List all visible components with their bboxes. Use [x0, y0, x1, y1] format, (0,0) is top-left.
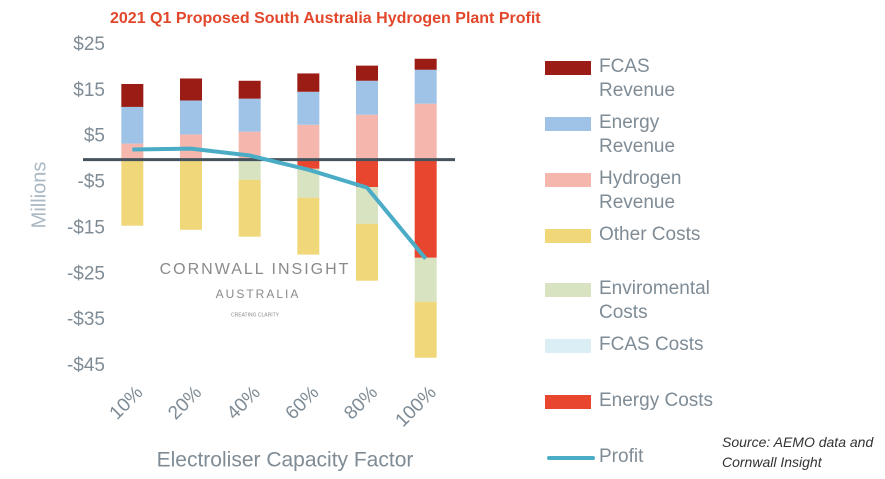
legend-swatch	[545, 339, 591, 353]
y-tick-label: $15	[73, 80, 105, 101]
legend-swatch	[545, 229, 591, 243]
y-tick-label: -$25	[67, 263, 105, 284]
x-tick-label: 20%	[164, 382, 206, 424]
bar	[121, 159, 144, 226]
legend-item: Other Costs	[545, 223, 729, 247]
chart-title: 2021 Q1 Proposed South Australia Hydroge…	[110, 10, 541, 27]
bar	[297, 159, 320, 169]
y-tick-label: $25	[73, 34, 105, 55]
bar	[414, 69, 437, 104]
legend-item: Hydrogen Revenue	[545, 167, 729, 215]
legend-item: Energy Revenue	[545, 111, 729, 159]
y-tick-label: -$5	[78, 172, 105, 193]
bar	[121, 83, 144, 107]
x-tick-label: 40%	[223, 382, 265, 424]
bar	[414, 58, 437, 70]
y-tick-label: -$35	[67, 309, 105, 330]
bar	[180, 100, 202, 135]
bar	[121, 143, 144, 160]
legend-label: FCAS Costs	[599, 334, 704, 355]
bar	[414, 159, 437, 258]
y-tick-label: -$45	[67, 355, 105, 376]
bar	[238, 131, 261, 160]
legend-swatch	[545, 395, 591, 409]
bar	[297, 124, 320, 160]
source-note: Source: AEMO data and Cornwall Insight	[722, 434, 874, 470]
legend-swatch	[545, 173, 591, 187]
x-axis-title: Electroliser Capacity Factor	[157, 449, 414, 472]
bar	[356, 65, 378, 81]
legend-swatch	[545, 117, 591, 131]
x-tick-label: 60%	[282, 382, 324, 424]
bar	[180, 78, 202, 101]
bar	[297, 73, 320, 92]
legend-item: FCAS Costs	[545, 333, 729, 357]
line	[132, 146, 428, 260]
legend-swatch	[547, 456, 595, 460]
bar	[180, 159, 202, 230]
bar	[238, 179, 261, 237]
bar	[297, 197, 320, 255]
legend-swatch	[545, 283, 591, 297]
legend-item: Energy Costs	[545, 389, 729, 413]
legend-label: Energy Costs	[599, 390, 714, 411]
bar	[238, 80, 261, 99]
legend-item: Profit	[545, 445, 729, 469]
bar	[414, 301, 437, 358]
bar	[414, 103, 437, 160]
legend-label: FCAS Revenue	[599, 56, 676, 101]
bar	[356, 80, 378, 115]
bar	[356, 159, 378, 188]
bar	[121, 106, 144, 144]
legend-label: Energy Revenue	[599, 112, 676, 157]
legend-item: FCAS Revenue	[545, 55, 729, 103]
y-tick-label: $5	[84, 126, 105, 147]
legend-item: Enviromental Costs	[545, 277, 729, 325]
bar	[238, 98, 261, 132]
bar	[356, 223, 378, 281]
bar	[414, 257, 437, 302]
watermark: CORNWALL INSIGHT	[160, 261, 351, 278]
bar	[356, 187, 378, 224]
bar	[297, 168, 320, 198]
bar	[297, 91, 320, 125]
bar	[238, 159, 261, 180]
y-tick-label: -$15	[67, 217, 105, 238]
legend-label: Other Costs	[599, 224, 701, 245]
y-axis-title: Millions	[28, 162, 50, 229]
bar	[356, 114, 378, 160]
legend-swatch	[545, 61, 591, 75]
legend-label: Hydrogen Revenue	[599, 168, 682, 213]
legend-label: Profit	[599, 446, 644, 467]
x-tick-label: 10%	[106, 382, 148, 424]
x-tick-label: 80%	[340, 382, 382, 424]
watermark: AUSTRALIA	[216, 287, 301, 301]
watermark: CREATING CLARITY	[231, 312, 280, 318]
legend-label: Enviromental Costs	[599, 278, 710, 323]
x-tick-label: 100%	[392, 382, 441, 431]
